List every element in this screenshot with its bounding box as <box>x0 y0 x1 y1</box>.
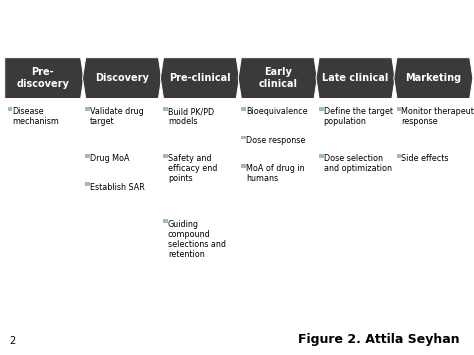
Text: Safety and
efficacy end
points: Safety and efficacy end points <box>168 154 217 183</box>
Text: Discovery: Discovery <box>95 73 149 83</box>
Polygon shape <box>82 58 162 98</box>
Bar <box>163 154 168 158</box>
Text: Build PK/PD
models: Build PK/PD models <box>168 107 214 126</box>
Bar <box>319 107 324 111</box>
Text: Side effects: Side effects <box>401 154 449 163</box>
Text: Early
clinical: Early clinical <box>258 67 297 89</box>
Text: Establish SAR: Establish SAR <box>90 182 145 192</box>
Polygon shape <box>160 58 239 98</box>
Text: MoA of drug in
humans: MoA of drug in humans <box>246 164 304 183</box>
Text: Pre-clinical: Pre-clinical <box>169 73 231 83</box>
Text: Marketing: Marketing <box>405 73 461 83</box>
Bar <box>397 107 401 111</box>
Bar <box>241 136 246 139</box>
Text: Guiding
compound
selections and
retention: Guiding compound selections and retentio… <box>168 219 226 259</box>
Text: 2: 2 <box>9 336 16 346</box>
Text: Dose response: Dose response <box>246 136 305 145</box>
Bar <box>163 107 168 111</box>
Text: Bioequivalence: Bioequivalence <box>246 107 308 116</box>
Polygon shape <box>238 58 317 98</box>
Polygon shape <box>316 58 395 98</box>
Bar <box>85 182 90 186</box>
Text: Late clinical: Late clinical <box>322 73 389 83</box>
Bar <box>319 154 324 158</box>
Bar <box>163 219 168 223</box>
Text: Dose selection
and optimization: Dose selection and optimization <box>324 154 392 173</box>
Bar <box>397 154 401 158</box>
Text: Disease
mechanism: Disease mechanism <box>12 107 59 126</box>
Text: Drug MoA: Drug MoA <box>90 154 130 163</box>
Bar <box>241 164 246 168</box>
Text: Monitor therapeut
response: Monitor therapeut response <box>401 107 474 126</box>
Text: Validate drug
target: Validate drug target <box>90 107 144 126</box>
Bar <box>8 107 12 111</box>
Polygon shape <box>5 58 84 98</box>
Text: Define the target
population: Define the target population <box>324 107 392 126</box>
Bar <box>85 107 90 111</box>
Bar <box>85 154 90 158</box>
Polygon shape <box>394 58 473 98</box>
Bar <box>241 107 246 111</box>
Text: Pre-
discovery: Pre- discovery <box>16 67 69 89</box>
Text: Figure 2. Attila Seyhan: Figure 2. Attila Seyhan <box>298 333 460 346</box>
